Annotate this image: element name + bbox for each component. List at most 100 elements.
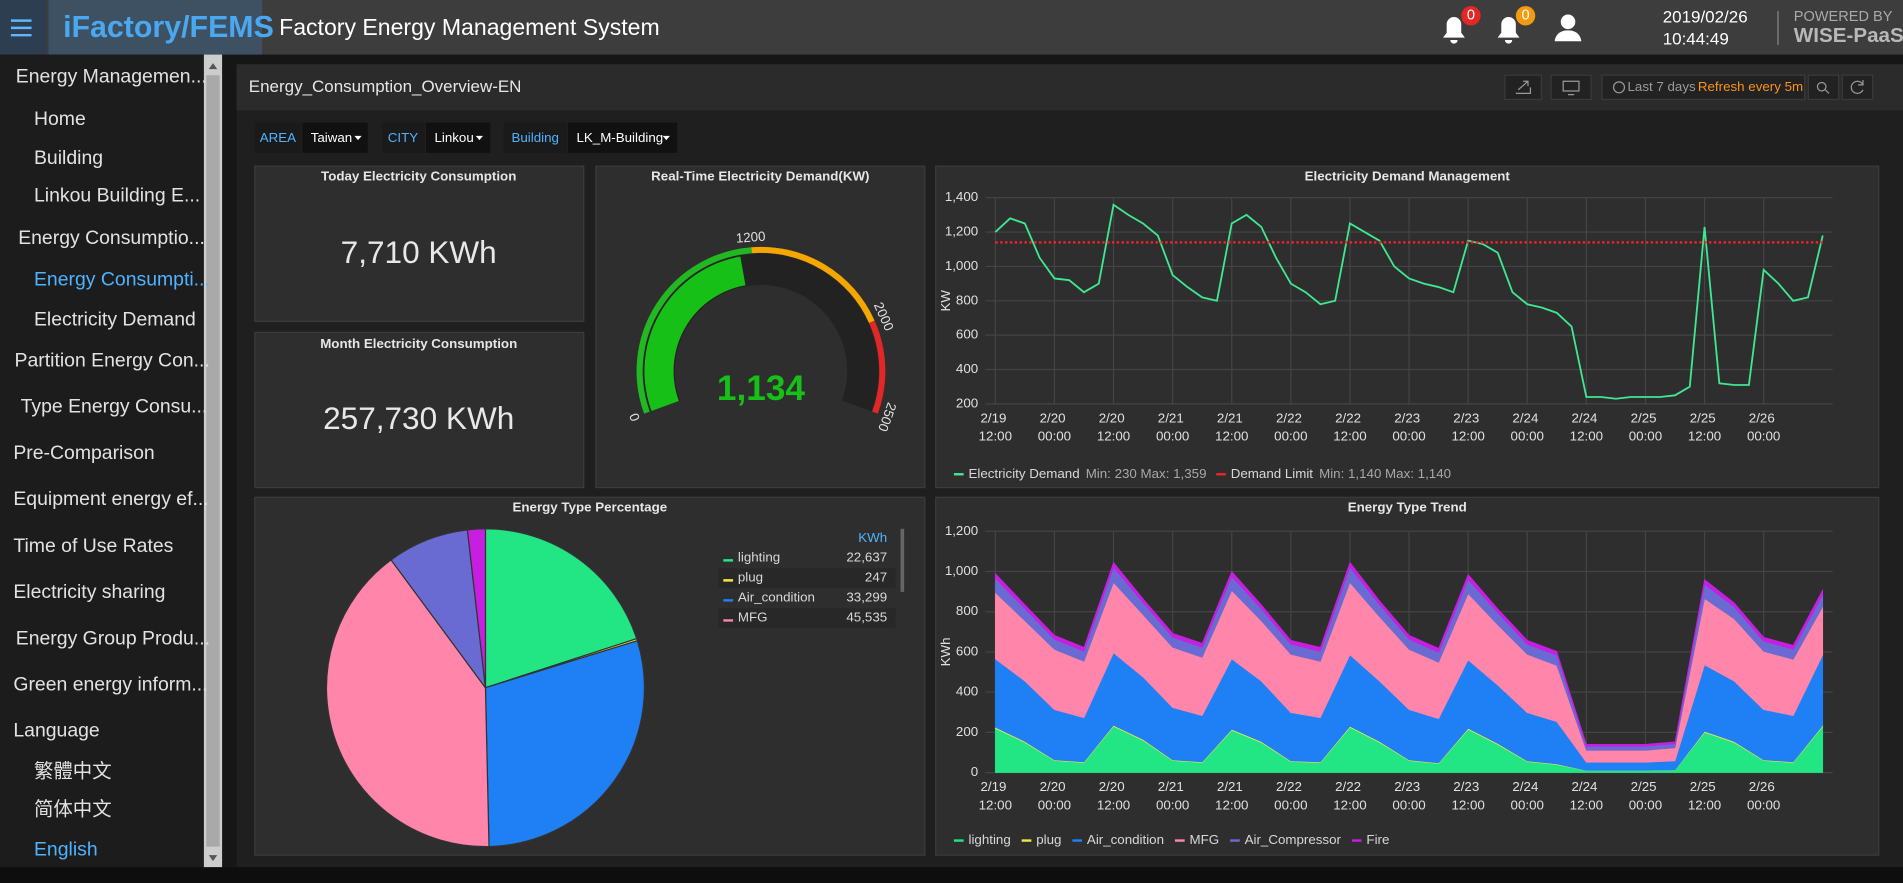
nav-item[interactable]: Green energy inform...	[13, 673, 207, 695]
nav-item[interactable]: Building	[34, 147, 103, 169]
gauge-value	[644, 256, 746, 411]
nav-item[interactable]: Partition Energy Con...	[15, 350, 210, 372]
filter-label-box	[254, 122, 301, 153]
legend-label: lighting	[968, 832, 1010, 847]
y-tick-label: 200	[956, 395, 978, 410]
legend-label: plug	[1036, 832, 1061, 847]
share-button[interactable]	[1504, 74, 1542, 101]
y-tick-label: 1,000	[945, 563, 978, 578]
nav-item[interactable]: Electricity Demand	[34, 308, 196, 330]
panel-title: Real-Time Electricity Demand(KW)	[651, 169, 869, 184]
time-range: Last 7 days	[1628, 79, 1697, 94]
bell[interactable]	[1443, 16, 1465, 44]
x-tick-label: 2/24 12:00	[1570, 779, 1603, 812]
bell-icon	[1497, 16, 1520, 44]
nav-item[interactable]: Energy Group Produ...	[16, 627, 210, 649]
logo-area	[48, 0, 263, 55]
x-tick-label: 2/24 12:00	[1570, 410, 1603, 443]
bell[interactable]	[1497, 16, 1520, 44]
gauge-value-label: 1,134	[717, 369, 805, 408]
top-bar	[0, 0, 1903, 55]
filter-label: Building	[511, 130, 558, 145]
legend-value: 45,535	[846, 610, 887, 625]
y-axis-label: KWh	[938, 637, 953, 666]
x-tick-label: 2/23 12:00	[1451, 410, 1484, 443]
nav-item[interactable]: Pre-Comparison	[13, 442, 154, 464]
legend-label: Electricity Demand	[968, 466, 1079, 481]
x-tick-label: 2/20 00:00	[1038, 410, 1071, 443]
sidebar	[0, 54, 204, 868]
tv-button[interactable]	[1550, 74, 1592, 101]
y-tick-label: 800	[956, 292, 978, 307]
x-tick-label: 2/21 00:00	[1156, 410, 1189, 443]
badge	[1515, 6, 1536, 26]
y-tick-label: 400	[956, 361, 978, 376]
pie-slice	[466, 528, 487, 688]
panel-title: Energy Type Trend	[1348, 500, 1467, 515]
x-tick-label: 2/20 00:00	[1038, 779, 1071, 812]
y-tick-label: 600	[956, 643, 978, 658]
x-tick-label: 2/19 12:00	[979, 410, 1012, 443]
panel-title: Electricity Demand Management	[1305, 169, 1511, 184]
nav-item[interactable]: 简体中文	[34, 798, 112, 820]
nav-item[interactable]: Linkou Building E...	[34, 185, 200, 207]
panel	[935, 165, 1880, 489]
nav-item[interactable]: Energy Consumpti...	[34, 268, 210, 290]
time: 10:44:49	[1663, 30, 1729, 49]
x-tick-label: 2/26 00:00	[1747, 779, 1780, 812]
badge-count: 0	[1522, 8, 1530, 24]
panel-title: Today Electricity Consumption	[321, 169, 516, 184]
x-tick-label: 2/22 00:00	[1274, 410, 1307, 443]
gauge-band	[869, 320, 886, 414]
y-axis-label: KW	[938, 290, 953, 312]
gauge-band	[636, 247, 752, 414]
gauge-tick-label: 1200	[735, 229, 766, 246]
pie-legend: lighting 22,637 plug 247 Air_condition 33,299…	[718, 549, 896, 628]
x-tick-label: 2/20 12:00	[1097, 779, 1130, 812]
legend-label: lighting	[738, 549, 780, 564]
nav-item[interactable]: Time of Use Rates	[13, 535, 173, 557]
y-tick-label: 1,200	[945, 224, 978, 239]
nav-item[interactable]: Energy Consumptio...	[18, 227, 205, 249]
filter-label: CITY	[388, 130, 418, 145]
legend-row	[718, 608, 896, 628]
nav-item[interactable]: Type Energy Consu...	[21, 396, 208, 418]
nav: Energy Managemen... Home Building Linkou…	[13, 66, 210, 861]
scroll-thumb[interactable]	[206, 75, 220, 847]
nav-item[interactable]: 繁體中文	[34, 761, 112, 783]
nav-item[interactable]: Electricity sharing	[13, 581, 165, 603]
filter[interactable]: Building LK_M-Building	[503, 122, 678, 153]
brand: WISE-PaaS	[1794, 24, 1903, 47]
caret	[475, 135, 484, 141]
zoom-button[interactable]	[1807, 74, 1840, 101]
filter[interactable]: CITY Linkou	[382, 122, 491, 153]
pie-slice	[484, 639, 645, 848]
nav-item[interactable]: English	[34, 838, 98, 860]
y-tick-label: 200	[956, 724, 978, 739]
panel	[254, 331, 585, 489]
y-tick-label: 400	[956, 684, 978, 699]
tv-icon	[1562, 80, 1580, 96]
x-tick-label: 2/19 12:00	[979, 779, 1012, 812]
legend-label: MFG	[738, 610, 768, 625]
legend-label: plug	[738, 569, 763, 584]
stat-value: 7,710 KWh	[341, 234, 497, 270]
nav-item[interactable]: Home	[34, 108, 86, 130]
caret	[662, 135, 670, 141]
filter[interactable]: AREA Taiwan	[254, 122, 368, 153]
nav-item[interactable]: Equipment energy ef...	[13, 488, 208, 510]
x-tick-label: 2/22 00:00	[1274, 779, 1307, 812]
share-icon	[1515, 80, 1532, 95]
clock-icon	[1612, 81, 1626, 94]
y-tick-label: 1,000	[945, 258, 978, 273]
footer	[0, 867, 1903, 883]
nav-item[interactable]: Language	[13, 720, 99, 742]
refresh-button[interactable]	[1841, 74, 1874, 101]
user-icon[interactable]	[1554, 14, 1582, 42]
zoom-icon	[1816, 81, 1830, 94]
gauge-band	[751, 246, 875, 324]
time-picker[interactable]	[1601, 74, 1806, 101]
nav-item[interactable]: Energy Managemen...	[16, 66, 207, 88]
